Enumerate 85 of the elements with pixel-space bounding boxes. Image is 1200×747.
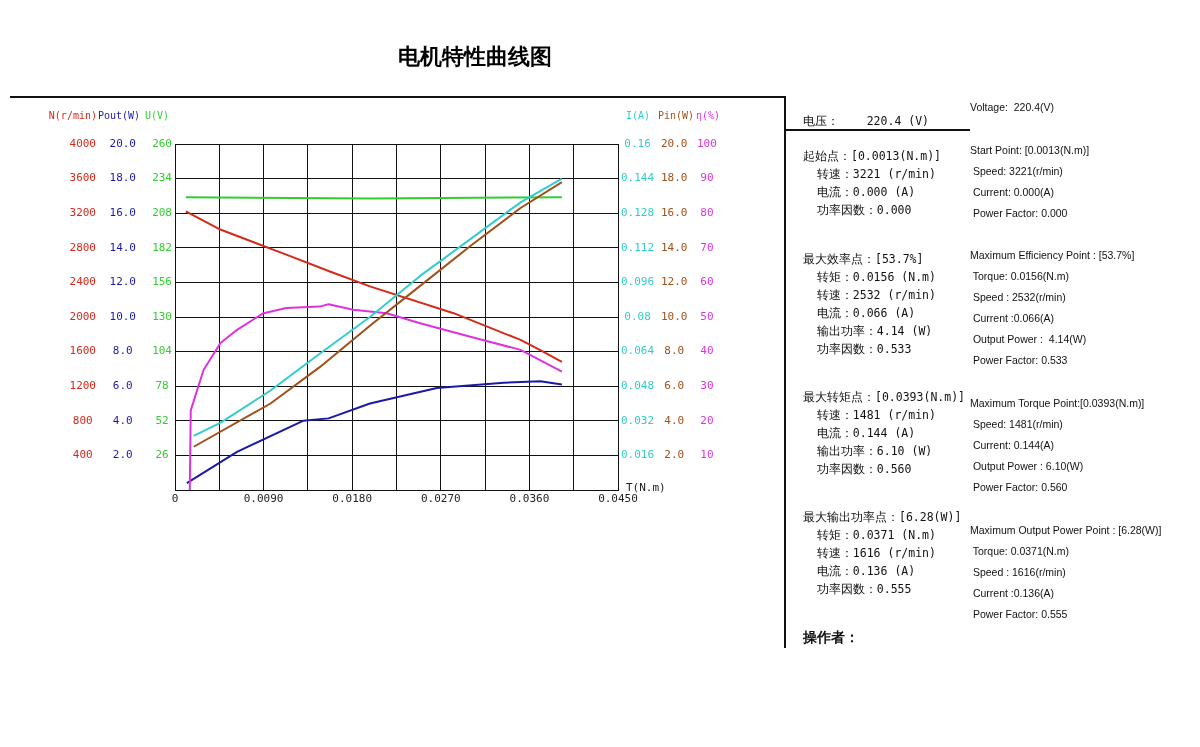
y-tick-label: 0.112 [620,240,655,254]
y-tick-label: 1200 [69,379,96,393]
y3-tick-label: 50 [700,309,714,323]
y-tick-label: 1600 [69,344,96,358]
y2-tick-label: 20.0 [109,136,136,150]
y3-tick-label: 20 [700,413,714,427]
y2-tick-label: 18.0 [661,171,688,185]
y3-tick-label: 52 [155,413,169,427]
y2-tick-label: 2.0 [112,448,133,462]
y-tick-label: 2000 [69,309,96,323]
text: Maximum Output Power Point : [6.28(W)] Torque: 0.0371(N.m) Speed : 1616(r/min) Current :0.136(A) Power Factor: 0.555 [970,523,1162,622]
y2-tick-label: 14.0 [661,240,688,254]
y3-tick-label: 78 [155,379,169,393]
y2-tick-label: 2.0 [664,448,685,462]
chart-title: 电机特性曲线图 [397,43,553,71]
y3-tick-label: 40 [700,344,714,358]
y2-tick-label: 16.0 [661,206,688,220]
y2-axis-title: Pin(W) [657,109,695,121]
y2-tick-label: 8.0 [112,344,133,358]
y2-tick-label: 6.0 [664,379,685,393]
y2-tick-label: 6.0 [112,379,133,393]
text: 最大效率点：[53.7%] 转矩：0.0156 (N.m) 转速：2532 (r/min) 电流：0.066 (A) 输出功率：4.14 (W) 功率因数：0.533 [803,251,936,358]
y-tick-label: 400 [72,448,93,462]
text: 操作者： [803,628,859,646]
y3-tick-label: 80 [700,206,714,220]
y3-tick-label: 70 [700,240,714,254]
y-axis-title: I(A) [625,109,651,121]
x-tick-label: 0 [171,492,179,506]
x-tick-label: 0.0270 [420,492,461,506]
text: 电压： 220.4 (V) [803,113,930,130]
y3-tick-label: 234 [152,171,173,185]
y-tick-label: 0.064 [620,344,655,358]
y2-tick-label: 8.0 [664,344,685,358]
y-tick-label: 0.144 [620,171,655,185]
y3-tick-label: 26 [155,448,169,462]
y-tick-label: 0.048 [620,379,655,393]
y-tick-label: 0.096 [620,275,655,289]
y-tick-label: 0.16 [624,136,651,150]
x-axis-title: T(N.m) [626,480,666,494]
y3-tick-label: 182 [152,240,172,254]
y-tick-label: 3600 [69,171,96,185]
y2-tick-label: 14.0 [109,240,136,254]
x-tick-label: 0.0360 [509,492,550,506]
text: Start Point: [0.0013(N.m)] Speed: 3221(r/min) Current: 0.000(A) Power Factor: 0.000 [970,143,1090,221]
y-tick-label: 4000 [69,136,96,150]
y3-tick-label: 60 [700,275,714,289]
y3-axis-title: η(%) [696,109,721,121]
y-tick-label: 3200 [69,206,96,220]
y3-tick-label: 104 [152,344,173,358]
text: Voltage: 220.4(V) [970,100,1055,115]
y2-tick-label: 4.0 [112,413,133,427]
y-tick-label: 0.032 [620,413,655,427]
y-tick-label: 0.128 [620,206,655,220]
y3-tick-label: 10 [700,448,714,462]
y2-tick-label: 18.0 [109,171,136,185]
y3-tick-label: 156 [152,275,172,289]
y3-tick-label: 208 [152,206,172,220]
y3-tick-label: 100 [697,136,717,150]
y2-tick-label: 16.0 [109,206,136,220]
y-axis-title: N(r/min) [48,109,97,121]
text: Maximum Efficiency Point : [53.7%] Torque: 0.0156(N.m) Speed : 2532(r/min) Current :0.066(A) Output Power : 4.14(W) Power Factor: 0.533 [970,248,1135,368]
x-tick-label: 0.0450 [598,492,638,506]
y2-tick-label: 10.0 [661,309,688,323]
y3-axis-title: U(V) [144,109,170,121]
y2-tick-label: 10.0 [109,309,136,323]
y2-tick-label: 4.0 [664,413,685,427]
y2-tick-label: 12.0 [109,275,136,289]
y3-tick-label: 260 [152,136,172,150]
y3-tick-label: 130 [152,309,172,323]
y-tick-label: 0.016 [620,448,655,462]
y-tick-label: 2800 [69,240,96,254]
y-tick-label: 2400 [69,275,96,289]
y-tick-label: 0.08 [624,309,651,323]
y3-tick-label: 30 [700,379,714,393]
y2-tick-label: 20.0 [661,136,688,150]
x-tick-label: 0.0180 [332,492,373,506]
y3-tick-label: 90 [700,171,714,185]
text: 最大转矩点：[0.0393(N.m)] 转速：1481 (r/min) 电流：0.144 (A) 输出功率：6.10 (W) 功率因数：0.560 [803,389,966,478]
y2-axis-title: Pout(W) [97,109,141,121]
y-tick-label: 800 [72,413,93,427]
y2-tick-label: 12.0 [661,275,688,289]
x-tick-label: 0.0090 [243,492,284,506]
text: Maximum Torque Point:[0.0393(N.m)] Speed: 1481(r/min) Current: 0.144(A) Output Power : 6.10(W) Power Factor: 0.560 [970,396,1145,495]
text: 最大输出功率点：[6.28(W)] 转矩：0.0371 (N.m) 转速：1616 (r/min) 电流：0.136 (A) 功率因数：0.555 [803,509,962,598]
text: 起始点：[0.0013(N.m)] 转速：3221 (r/min) 电流：0.000 (A) 功率因数：0.000 [803,148,942,219]
